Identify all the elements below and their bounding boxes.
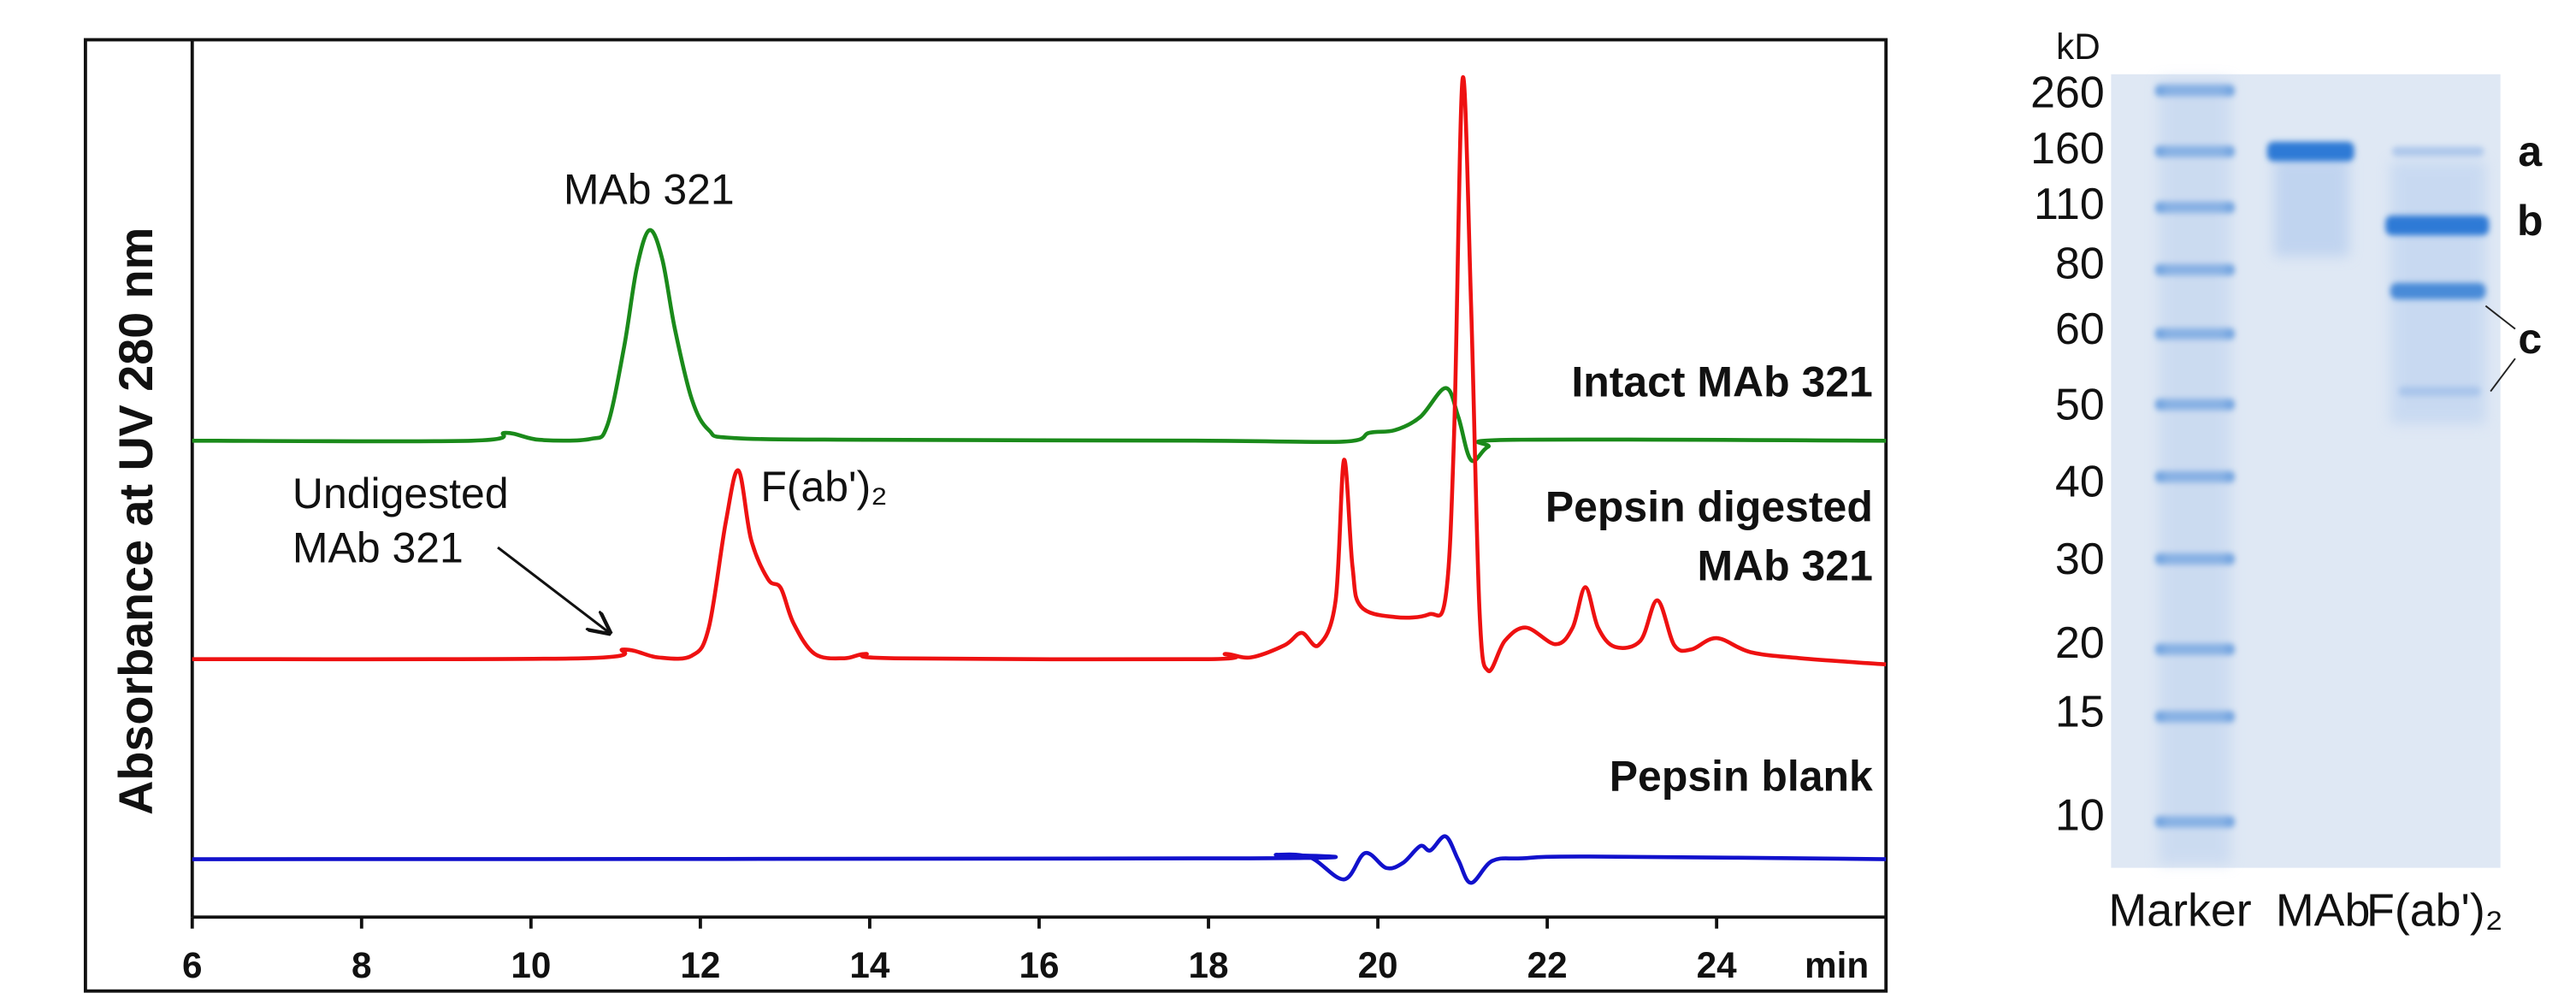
annotation-arrow [497, 546, 610, 633]
fab-band [2398, 386, 2481, 397]
marker-size-label: 60 [2055, 304, 2105, 353]
marker-size-label: 50 [2055, 379, 2105, 429]
x-tick-label: 24 [1697, 945, 1737, 985]
trace-label-box: Pepsin blank [1609, 751, 1873, 801]
chart-frame [83, 38, 1888, 993]
marker-size-label: 160 [2030, 123, 2105, 173]
gel-unit-label: kD [2056, 27, 2100, 67]
band-label: a [2518, 127, 2543, 175]
band-label: c [2518, 315, 2542, 363]
trace-label: Pepsin digested MAb 321 [1545, 482, 1873, 590]
marker-size-label: 80 [2055, 238, 2105, 287]
trace-label: Pepsin blank [1609, 751, 1873, 801]
marker-size-label: 15 [2055, 687, 2105, 736]
marker-size-label: 40 [2055, 457, 2105, 506]
x-axis-label: min [1805, 945, 1869, 985]
x-tick-label: 14 [849, 945, 889, 985]
fab-band [2391, 146, 2484, 157]
trace-line [192, 228, 1887, 464]
marker-size-label: 110 [2034, 179, 2105, 228]
trace-label: Intact MAb 321 [1571, 357, 1873, 406]
band-pointer [2490, 358, 2516, 393]
fab-annotation: F(ab')₂ [760, 463, 887, 511]
x-tick-label: 20 [1358, 945, 1398, 985]
band-label: b [2517, 197, 2544, 245]
trace-line [192, 834, 1887, 885]
annotation-box: Undigested MAb 321 [292, 468, 509, 572]
x-tick-label: 22 [1527, 945, 1568, 985]
trace-line [192, 74, 1887, 673]
mab-smear [2273, 157, 2349, 257]
marker-size-label: 260 [2030, 67, 2105, 116]
y-axis-label: Absorbance at UV 280 nm [109, 228, 162, 815]
marker-size-label: 10 [2055, 790, 2105, 840]
x-tick-label: 16 [1019, 945, 1059, 985]
marker-size-label: 20 [2055, 618, 2105, 667]
fab-band [2390, 282, 2486, 299]
band-pointer [2484, 304, 2516, 330]
marker-lane-smear [2159, 79, 2231, 865]
x-tick-label: 18 [1189, 945, 1229, 985]
lane-label: MAb [2276, 885, 2371, 937]
undigested-annotation: Undigested MAb 321 [292, 468, 509, 572]
lane-label: F(ab')₂ [2366, 885, 2503, 937]
peak-annotation: MAb 321 [564, 165, 735, 213]
x-tick-label: 6 [182, 945, 203, 985]
x-tick-label: 8 [352, 945, 372, 985]
mab-band [2266, 141, 2354, 162]
x-tick-label: 12 [680, 945, 720, 985]
trace-label-box: Pepsin digested MAb 321 [1545, 482, 1873, 590]
trace-label-box: Intact MAb 321 [1571, 357, 1873, 406]
fab-band [2385, 216, 2490, 236]
marker-size-label: 30 [2055, 534, 2105, 583]
x-tick-label: 10 [511, 945, 551, 985]
lane-label: Marker [2108, 885, 2251, 937]
